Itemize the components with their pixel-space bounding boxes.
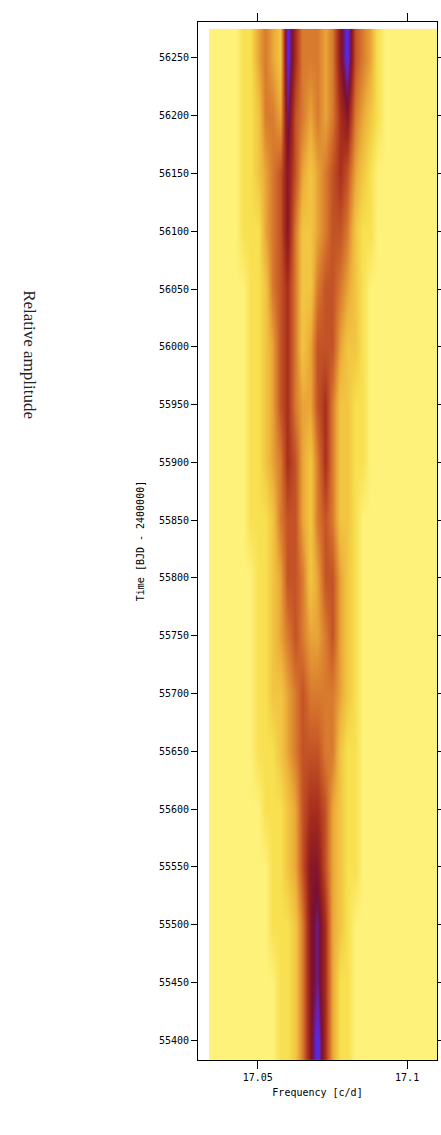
svg-text:56000: 56000: [159, 341, 189, 352]
svg-text:56050: 56050: [159, 284, 189, 295]
svg-text:55650: 55650: [159, 746, 189, 757]
svg-text:17.1: 17.1: [395, 1072, 419, 1083]
svg-text:55700: 55700: [159, 688, 189, 699]
svg-text:17.05: 17.05: [243, 1072, 273, 1083]
svg-text:55450: 55450: [159, 977, 189, 988]
svg-text:55400: 55400: [159, 1035, 189, 1046]
svg-text:55950: 55950: [159, 399, 189, 410]
svg-text:56150: 56150: [159, 168, 189, 179]
svg-text:Frequency [c/d]: Frequency [c/d]: [272, 1087, 362, 1098]
svg-text:56200: 56200: [159, 110, 189, 121]
svg-text:56250: 56250: [159, 52, 189, 63]
svg-text:55500: 55500: [159, 919, 189, 930]
svg-text:55800: 55800: [159, 572, 189, 583]
svg-text:55750: 55750: [159, 630, 189, 641]
svg-text:Time [BJD - 2400000]: Time [BJD - 2400000]: [135, 481, 146, 601]
svg-text:Relative amplitude: Relative amplitude: [20, 290, 39, 419]
svg-text:55850: 55850: [159, 515, 189, 526]
svg-text:55600: 55600: [159, 804, 189, 815]
svg-text:55900: 55900: [159, 457, 189, 468]
svg-text:55550: 55550: [159, 861, 189, 872]
svg-text:56100: 56100: [159, 226, 189, 237]
